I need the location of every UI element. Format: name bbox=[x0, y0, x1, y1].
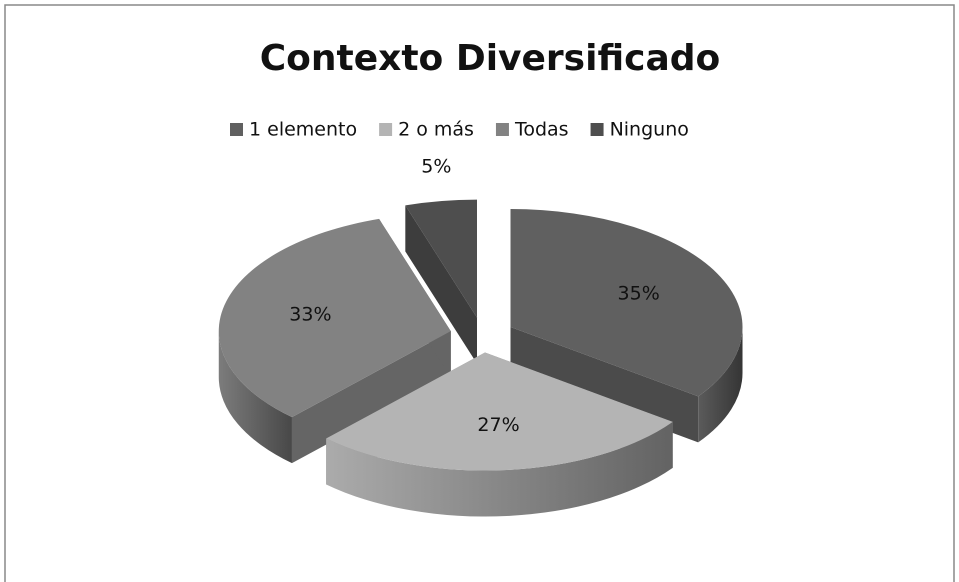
legend-label: 2 o más bbox=[398, 119, 474, 141]
slice bbox=[326, 352, 673, 471]
data-label: 27% bbox=[477, 414, 519, 436]
slice-side bbox=[291, 331, 451, 464]
legend-label: Todas bbox=[514, 119, 569, 141]
data-label: 33% bbox=[289, 304, 331, 326]
data-label: 5% bbox=[421, 156, 451, 178]
slice-side bbox=[405, 205, 477, 364]
legend-label: 1 elemento bbox=[249, 119, 357, 141]
slice bbox=[510, 209, 743, 397]
legend-swatch bbox=[590, 123, 604, 136]
slice bbox=[218, 218, 451, 418]
slice bbox=[405, 199, 477, 318]
legend-swatch bbox=[379, 123, 393, 136]
slice-side bbox=[510, 327, 699, 443]
legend-label: Ninguno bbox=[610, 119, 689, 141]
chart-title: Contexto Diversificado bbox=[260, 38, 721, 79]
legend-swatch bbox=[495, 123, 509, 136]
slice-wall bbox=[218, 331, 292, 464]
legend-swatch bbox=[230, 123, 243, 136]
slice-wall bbox=[698, 327, 743, 443]
slice-wall bbox=[326, 421, 673, 517]
data-label: 35% bbox=[618, 282, 660, 304]
